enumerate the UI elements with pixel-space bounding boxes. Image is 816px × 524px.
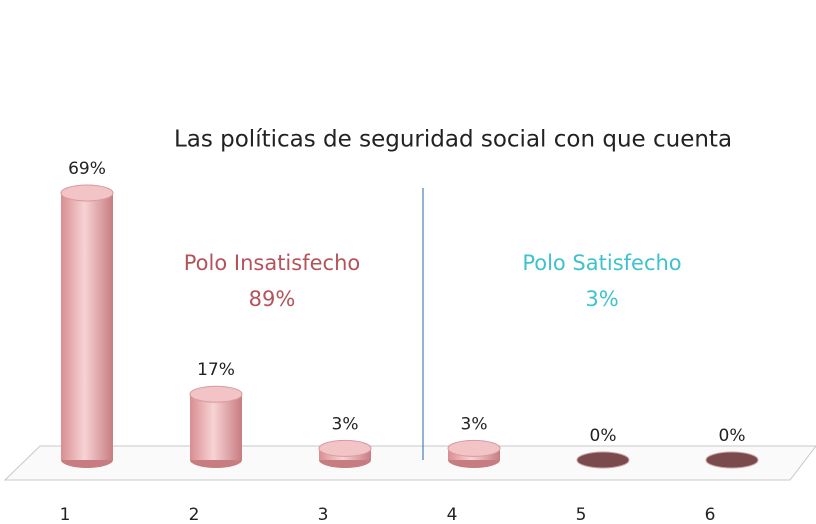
bar	[705, 451, 759, 469]
value-label: 69%	[68, 159, 106, 179]
bar-body	[61, 193, 113, 460]
annotation: Polo Satisfecho	[522, 251, 681, 275]
bar	[318, 439, 372, 468]
x-tick-label: 3	[318, 505, 329, 524]
value-label: 3%	[461, 414, 488, 434]
bar	[189, 385, 243, 468]
value-label: 0%	[719, 426, 746, 446]
bar	[447, 439, 501, 468]
bar	[576, 451, 630, 469]
x-tick-label: 6	[705, 505, 716, 524]
value-label: 3%	[332, 414, 359, 434]
value-label: 17%	[197, 360, 235, 380]
bar	[60, 184, 114, 468]
bar-top	[318, 439, 372, 457]
x-tick-label: 2	[189, 505, 200, 524]
bar-top	[189, 385, 243, 403]
x-tick-label: 5	[576, 505, 587, 524]
bar-top	[447, 439, 501, 457]
chart-title: Las políticas de seguridad social con qu…	[174, 127, 732, 153]
bar-body	[190, 394, 242, 460]
bar-top	[60, 184, 114, 202]
annotation-value: 89%	[249, 287, 296, 311]
bar-base	[576, 451, 630, 469]
annotation: Polo Insatisfecho	[184, 251, 360, 275]
bar-base	[705, 451, 759, 469]
floor	[3, 445, 816, 481]
annotation-value: 3%	[585, 287, 618, 311]
value-label: 0%	[590, 426, 617, 446]
x-tick-label: 1	[60, 505, 71, 524]
x-tick-label: 4	[447, 505, 458, 524]
